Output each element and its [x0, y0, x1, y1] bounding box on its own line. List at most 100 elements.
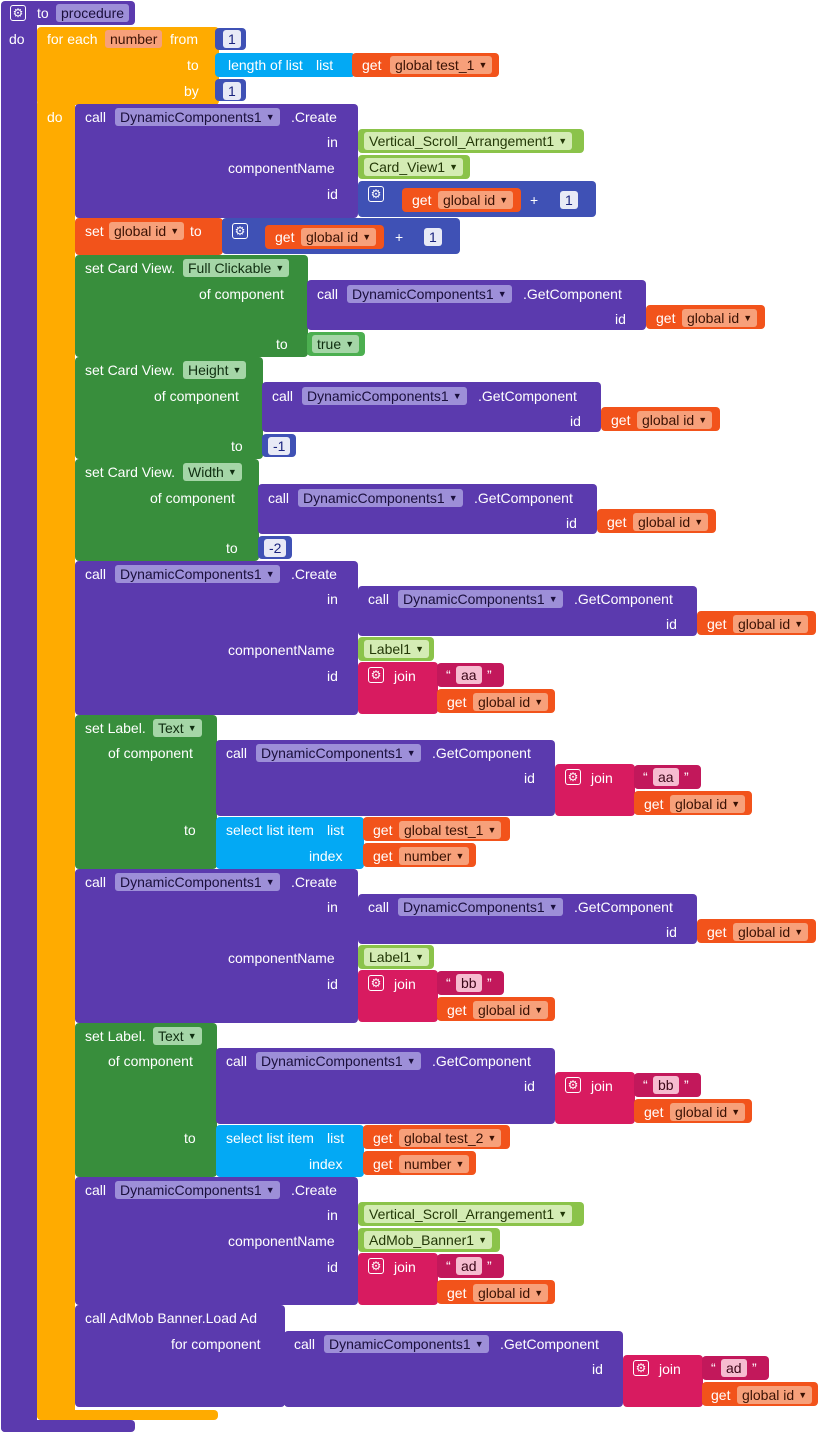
- select-list-item-block[interactable]: [216, 1125, 364, 1177]
- list-var-dropdown[interactable]: global test_1 ▼: [399, 821, 502, 839]
- cardview-property-dropdown[interactable]: Width ▼: [183, 463, 242, 481]
- label-property-dropdown[interactable]: Text ▼: [153, 1027, 202, 1045]
- create-label-aa-block[interactable]: [75, 561, 358, 715]
- from-value[interactable]: 1: [223, 30, 241, 48]
- call-label: call: [294, 1336, 316, 1352]
- boolean-dropdown[interactable]: true ▼: [312, 335, 360, 353]
- text-value[interactable]: bb: [653, 1076, 679, 1094]
- text-value[interactable]: bb: [456, 974, 482, 992]
- global-id-dropdown[interactable]: global id ▼: [737, 1386, 813, 1404]
- dropdown-arrow-icon: ▼: [794, 619, 804, 629]
- gear-icon[interactable]: ⚙: [565, 769, 581, 785]
- get-component-method-label: .GetComponent: [474, 490, 573, 506]
- dropdown-arrow-icon: ▼: [534, 1005, 544, 1015]
- global-id-dropdown[interactable]: global id ▼: [473, 1001, 549, 1019]
- arrangement-dropdown[interactable]: Vertical_Scroll_Arrangement1 ▼: [364, 132, 573, 150]
- select-list-item-block[interactable]: [216, 817, 364, 869]
- dyn-component-dropdown[interactable]: DynamicComponents1 ▼: [256, 1052, 421, 1070]
- dropdown-arrow-icon: ▼: [406, 748, 416, 758]
- gear-icon[interactable]: ⚙: [368, 667, 384, 683]
- dropdown-arrow-icon: ▼: [548, 594, 558, 604]
- global-id-dropdown[interactable]: global id ▼: [438, 191, 514, 209]
- join-block[interactable]: [358, 970, 438, 1022]
- id-label: id: [524, 770, 535, 786]
- number-var-dropdown[interactable]: number ▼: [399, 847, 470, 865]
- dyn-component-dropdown[interactable]: DynamicComponents1 ▼: [115, 873, 280, 891]
- label-property-dropdown[interactable]: Text ▼: [153, 719, 202, 737]
- procedure-name-field[interactable]: procedure: [56, 4, 130, 22]
- arrangement-dropdown[interactable]: Vertical_Scroll_Arrangement1 ▼: [364, 1205, 573, 1223]
- cardview-property-dropdown[interactable]: Height ▼: [183, 361, 247, 379]
- join-block[interactable]: [358, 662, 438, 714]
- dropdown-arrow-icon: ▼: [558, 1209, 568, 1219]
- text-value[interactable]: aa: [653, 768, 679, 786]
- loop-variable-field[interactable]: number: [105, 30, 163, 48]
- global-id-dropdown[interactable]: global id ▼: [637, 411, 713, 429]
- gear-icon[interactable]: ⚙: [368, 975, 384, 991]
- dropdown-arrow-icon: ▼: [478, 1235, 488, 1245]
- global-id-dropdown[interactable]: global id ▼: [670, 795, 746, 813]
- call-label: call: [85, 566, 107, 582]
- dyn-component-dropdown[interactable]: DynamicComponents1 ▼: [324, 1335, 489, 1353]
- global-id-dropdown[interactable]: global id ▼: [633, 513, 709, 531]
- admob-dropdown[interactable]: AdMob_Banner1 ▼: [364, 1231, 493, 1249]
- call-label: call: [268, 490, 290, 506]
- quote-open: “: [446, 1258, 451, 1274]
- dropdown-arrow-icon: ▼: [415, 952, 425, 962]
- join-block[interactable]: [555, 1072, 635, 1124]
- global-id-dropdown[interactable]: global id ▼: [301, 228, 377, 246]
- dyn-component-dropdown[interactable]: DynamicComponents1 ▼: [398, 590, 563, 608]
- by-value[interactable]: 1: [223, 82, 241, 100]
- get-test1-var[interactable]: global test_1 ▼: [390, 56, 493, 74]
- gear-icon[interactable]: ⚙: [633, 1360, 649, 1376]
- get-label: get: [373, 822, 393, 838]
- length-of-list-block[interactable]: [215, 53, 355, 77]
- text-value[interactable]: ad: [721, 1359, 747, 1377]
- width-value[interactable]: -2: [264, 539, 287, 557]
- text-value[interactable]: aa: [456, 666, 482, 684]
- call-label: call: [368, 899, 390, 915]
- number-one[interactable]: 1: [560, 191, 578, 209]
- set-label-text-block[interactable]: [75, 1023, 217, 1177]
- dyn-component-dropdown[interactable]: DynamicComponents1 ▼: [398, 898, 563, 916]
- join-block[interactable]: [623, 1355, 703, 1407]
- text-value[interactable]: ad: [456, 1257, 482, 1275]
- dyn-component-dropdown[interactable]: DynamicComponents1 ▼: [115, 108, 280, 126]
- global-id-dropdown[interactable]: global id ▼: [473, 1284, 549, 1302]
- length-of-list-label: length of list: [228, 57, 303, 73]
- label-dropdown[interactable]: Label1 ▼: [364, 640, 430, 658]
- join-block[interactable]: [358, 1253, 438, 1305]
- set-label-text-block[interactable]: [75, 715, 217, 869]
- component-name-label: componentName: [228, 1233, 335, 1249]
- label-dropdown[interactable]: Label1 ▼: [364, 948, 430, 966]
- global-id-dropdown[interactable]: global id ▼: [473, 693, 549, 711]
- gear-icon[interactable]: ⚙: [10, 5, 26, 21]
- global-id-dropdown[interactable]: global id ▼: [670, 1103, 746, 1121]
- dyn-component-dropdown[interactable]: DynamicComponents1 ▼: [115, 565, 280, 583]
- admob-load-ad-block[interactable]: [75, 1305, 285, 1407]
- dyn-component-dropdown[interactable]: DynamicComponents1 ▼: [302, 387, 467, 405]
- global-id-dropdown[interactable]: global id ▼: [733, 923, 809, 941]
- dyn-component-dropdown[interactable]: DynamicComponents1 ▼: [256, 744, 421, 762]
- dyn-component-dropdown[interactable]: DynamicComponents1 ▼: [298, 489, 463, 507]
- list-var-dropdown[interactable]: global test_2 ▼: [399, 1129, 502, 1147]
- dyn-component-dropdown[interactable]: DynamicComponents1 ▼: [347, 285, 512, 303]
- cardview-property-dropdown[interactable]: Full Clickable ▼: [183, 259, 290, 277]
- create-label-bb-block[interactable]: [75, 869, 358, 1023]
- gear-icon[interactable]: ⚙: [368, 1258, 384, 1274]
- set-var-dropdown[interactable]: global id ▼: [109, 222, 185, 240]
- global-id-dropdown[interactable]: global id ▼: [682, 309, 758, 327]
- of-component-label: of component: [108, 1053, 193, 1069]
- dyn-component-dropdown[interactable]: DynamicComponents1 ▼: [115, 1181, 280, 1199]
- gear-icon[interactable]: ⚙: [565, 1077, 581, 1093]
- cardview-dropdown[interactable]: Card_View1 ▼: [364, 158, 464, 176]
- gear-icon[interactable]: ⚙: [368, 186, 384, 202]
- number-one[interactable]: 1: [424, 228, 442, 246]
- join-block[interactable]: [555, 764, 635, 816]
- global-id-dropdown[interactable]: global id ▼: [733, 615, 809, 633]
- gear-icon[interactable]: ⚙: [232, 223, 248, 239]
- height-value[interactable]: -1: [268, 437, 291, 455]
- plus-operator: +: [530, 192, 539, 208]
- number-var-dropdown[interactable]: number ▼: [399, 1155, 470, 1173]
- join-label: join: [394, 976, 416, 992]
